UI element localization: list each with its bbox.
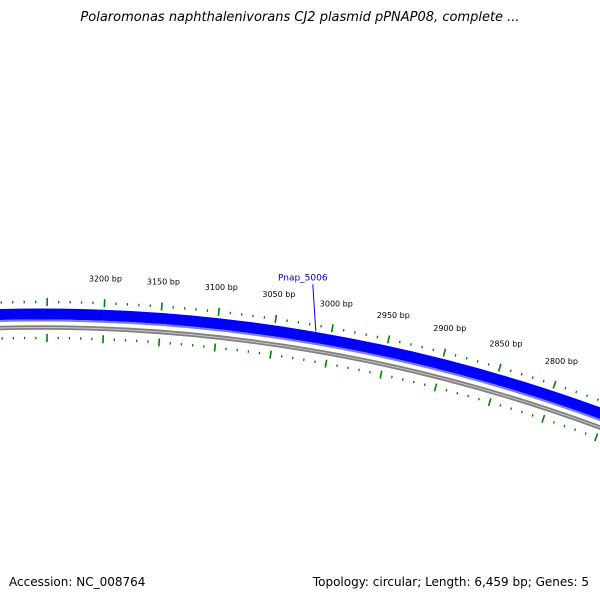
gene-track-inner-edge <box>0 319 600 422</box>
topology-summary: Topology: circular; Length: 6,459 bp; Ge… <box>312 575 589 589</box>
outer-minor-tick <box>432 348 435 352</box>
outer-minor-tick <box>421 345 424 349</box>
inner-minor-tick <box>423 383 426 387</box>
ruler-label: 3050 bp <box>262 290 295 299</box>
inner-major-tick <box>213 343 217 352</box>
outer-major-tick <box>386 335 391 344</box>
outer-minor-tick <box>476 359 479 363</box>
inner-major-tick <box>541 414 546 423</box>
outer-major-tick <box>217 307 221 316</box>
gene-labels: Pnap_5006 <box>278 273 328 332</box>
outer-major-tick <box>497 363 502 372</box>
outer-minor-tick <box>454 354 457 357</box>
inner-major-tick <box>433 383 438 392</box>
inner-minor-tick <box>412 380 415 384</box>
inner-minor-tick <box>467 394 470 398</box>
inner-minor-tick <box>584 432 587 435</box>
inner-minor-tick <box>445 388 448 392</box>
outer-major-tick <box>160 302 163 311</box>
inner-major-tick <box>158 338 161 347</box>
plasmid-backbone-highlight <box>0 327 600 429</box>
outer-minor-tick <box>542 379 545 383</box>
outer-minor-tick <box>410 343 412 346</box>
outer-major-tick <box>442 348 447 357</box>
ruler-label: 3150 bp <box>147 278 180 287</box>
accession-info: Accession: NC_008764 <box>9 575 145 589</box>
gene-track[interactable] <box>0 308 600 433</box>
outer-minor-tick <box>575 390 578 394</box>
outer-minor-tick <box>376 335 379 339</box>
inner-minor-tick <box>358 368 360 372</box>
inner-major-tick <box>487 398 492 407</box>
inner-major-tick <box>269 350 272 359</box>
ruler-label: 2950 bp <box>377 311 410 320</box>
gene-label[interactable]: Pnap_5006 <box>278 273 328 283</box>
map-title: Polaromonas naphthalenivorans CJ2 plasmi… <box>80 10 520 25</box>
accession-label: Accession: <box>9 575 73 589</box>
ruler-label: 2850 bp <box>489 340 522 349</box>
outer-major-tick <box>330 324 334 333</box>
inner-minor-tick <box>552 420 555 424</box>
outer-minor-tick <box>509 369 512 373</box>
inner-minor-tick <box>477 397 480 401</box>
inner-major-tick <box>594 433 599 442</box>
ruler-label: 3100 bp <box>205 283 238 292</box>
outer-minor-tick <box>465 356 468 360</box>
inner-minor-tick <box>574 428 577 432</box>
inner-tick-marks <box>1 334 599 442</box>
inner-major-tick <box>379 370 383 379</box>
inner-minor-tick <box>369 370 371 374</box>
ruler-label: 2800 bp <box>545 357 578 366</box>
inner-major-tick <box>324 359 328 368</box>
inner-minor-tick <box>391 375 393 379</box>
gene-label-leader-line <box>312 284 317 332</box>
inner-minor-tick <box>531 413 534 417</box>
ruler-label: 2900 bp <box>433 324 466 333</box>
inner-minor-tick <box>510 407 513 411</box>
inner-minor-tick <box>563 424 566 428</box>
outer-minor-tick <box>487 363 490 366</box>
outer-minor-tick <box>520 372 523 376</box>
outer-minor-tick <box>586 394 589 398</box>
outer-minor-tick <box>564 386 567 390</box>
inner-minor-tick <box>456 391 459 395</box>
outer-major-tick <box>274 314 278 324</box>
outer-tick-marks <box>0 298 599 402</box>
inner-minor-tick <box>520 410 523 414</box>
inner-minor-tick <box>499 403 502 407</box>
ruler-label: 3200 bp <box>89 274 122 283</box>
outer-major-tick <box>552 380 557 389</box>
outer-minor-tick <box>531 376 534 379</box>
accession-value: NC_008764 <box>76 575 146 589</box>
outer-minor-tick <box>398 340 401 344</box>
outer-minor-tick <box>596 398 599 402</box>
ruler-label: 3000 bp <box>320 300 353 309</box>
inner-minor-tick <box>401 378 404 381</box>
